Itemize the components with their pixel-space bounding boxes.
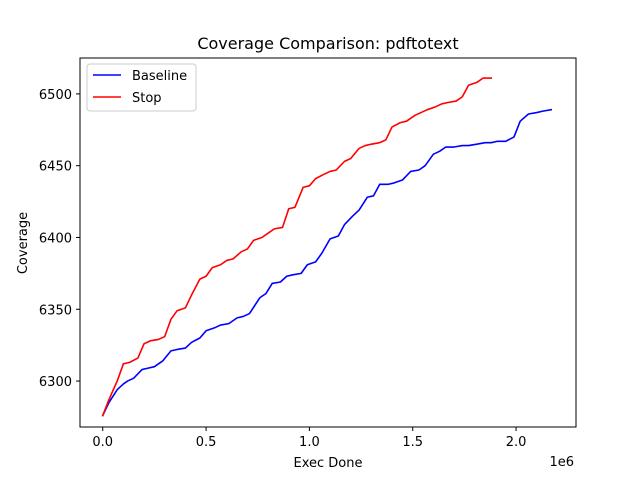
y-tick-label: 6350 <box>39 303 72 318</box>
chart-title: Coverage Comparison: pdftotext <box>197 34 458 53</box>
y-tick-label: 6300 <box>39 375 72 390</box>
y-axis-ticks: 6300 6350 6400 6450 6500 <box>39 88 80 390</box>
x-tick-label: 0.0 <box>92 435 113 450</box>
y-tick-label: 6450 <box>39 160 72 175</box>
y-axis-label: Coverage <box>16 212 31 274</box>
series-line-stop <box>101 77 493 417</box>
x-axis-label: Exec Done <box>294 456 363 471</box>
x-tick-label: 0.5 <box>196 435 217 450</box>
y-tick-label: 6500 <box>39 88 72 103</box>
legend-label-baseline: Baseline <box>132 69 187 84</box>
x-axis-offset-label: 1e6 <box>549 455 574 470</box>
x-axis-ticks: 0.0 0.5 1.0 1.5 2.0 <box>92 427 526 450</box>
legend: Baseline Stop <box>86 63 197 112</box>
x-tick-label: 1.5 <box>402 435 423 450</box>
legend-label-stop: Stop <box>132 91 162 106</box>
plot-frame <box>79 57 577 428</box>
y-tick-label: 6400 <box>39 231 72 246</box>
plot-lines <box>101 77 553 417</box>
x-tick-label: 1.0 <box>299 435 320 450</box>
series-line-baseline <box>101 108 553 417</box>
x-tick-label: 2.0 <box>506 435 527 450</box>
